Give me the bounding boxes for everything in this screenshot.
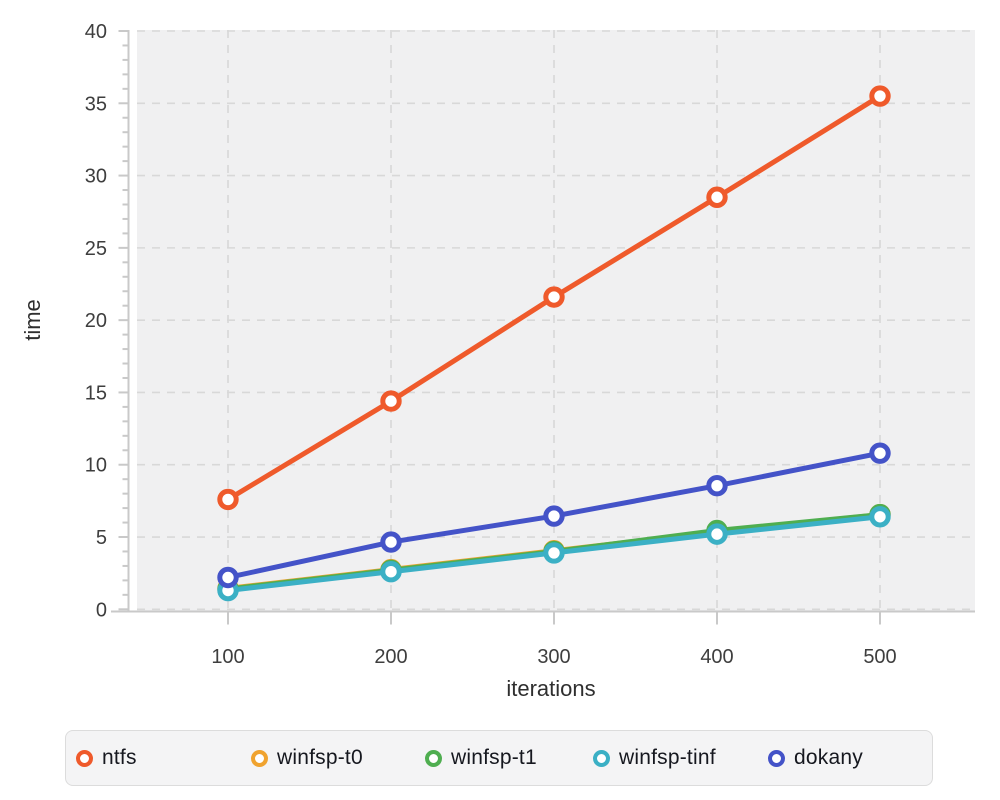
- y-tick-label: 30: [85, 166, 107, 188]
- data-point-ntfs: [217, 488, 239, 511]
- legend-item-winfsp-tinf: winfsp-tinf: [593, 731, 716, 785]
- legend-marker-icon: [593, 749, 610, 767]
- legend-label: winfsp-t1: [451, 746, 537, 769]
- legend-label: dokany: [794, 746, 863, 769]
- legend-item-ntfs: ntfs: [76, 731, 137, 785]
- data-point-ntfs: [706, 186, 728, 208]
- legend-marker-icon: [425, 749, 442, 767]
- data-point-dokany: [706, 474, 728, 497]
- data-point-ntfs: [543, 286, 565, 308]
- y-tick-label: 40: [85, 21, 107, 43]
- data-point-winfsp-tinf: [869, 506, 891, 528]
- y-tick-label: 25: [85, 238, 107, 260]
- legend-label: winfsp-tinf: [619, 746, 716, 769]
- data-point-dokany: [217, 566, 239, 589]
- x-tick-label: 500: [863, 646, 896, 668]
- x-axis-title: iterations: [506, 676, 595, 701]
- series-winfsp-tinf: [217, 506, 891, 602]
- legend-item-dokany: dokany: [768, 731, 863, 785]
- data-point-dokany: [380, 531, 402, 553]
- legend-label: ntfs: [102, 746, 137, 769]
- chart-legend: ntfs winfsp-t0 winfsp-t1 winfsp-tinf dokany: [65, 730, 933, 786]
- legend-label: winfsp-t0: [277, 746, 363, 769]
- y-tick-label: 20: [85, 310, 107, 332]
- y-axis-title: time: [20, 299, 45, 341]
- x-tick-label: 400: [700, 646, 733, 668]
- y-tick-label: 15: [85, 382, 107, 404]
- data-point-winfsp-tinf: [380, 561, 402, 583]
- data-point-dokany: [543, 505, 565, 527]
- x-tick-label: 300: [537, 646, 570, 668]
- legend-marker-icon: [768, 749, 785, 767]
- data-point-ntfs: [380, 390, 402, 412]
- legend-marker-icon: [76, 749, 93, 767]
- data-point-winfsp-tinf: [543, 542, 565, 564]
- legend-item-winfsp-t0: winfsp-t0: [251, 731, 363, 785]
- line-chart: 0 5 10 15 20 25 30 35 40 100 200 300 400 500 time itera…: [20, 21, 975, 701]
- legend-marker-icon: [251, 749, 268, 767]
- x-tick-label: 100: [211, 646, 244, 668]
- series-dokany: [217, 442, 891, 589]
- data-point-winfsp-tinf: [706, 523, 728, 545]
- y-tick-label: 10: [85, 455, 107, 477]
- y-tick-label: 35: [85, 93, 107, 115]
- legend-item-winfsp-t1: winfsp-t1: [425, 731, 537, 785]
- x-tick-label: 200: [374, 646, 407, 668]
- series-ntfs: [217, 85, 891, 511]
- y-tick-label: 5: [96, 527, 107, 549]
- data-point-ntfs: [869, 85, 891, 107]
- y-tick-label: 0: [96, 599, 107, 621]
- data-point-dokany: [869, 442, 891, 464]
